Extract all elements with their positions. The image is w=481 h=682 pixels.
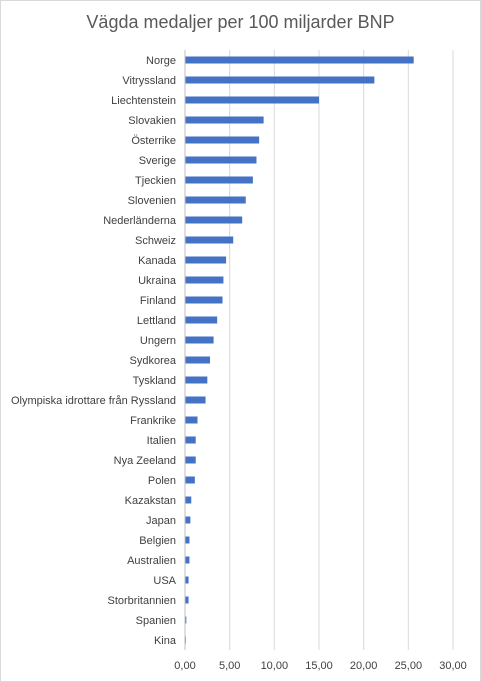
category-label: Finland xyxy=(140,295,176,307)
chart-title: Vägda medaljer per 100 miljarder BNP xyxy=(86,12,395,32)
bar xyxy=(185,436,196,444)
category-label: Tjeckien xyxy=(135,175,176,187)
x-tick-label: 0,00 xyxy=(174,660,195,672)
bar xyxy=(185,296,223,304)
bar xyxy=(185,216,243,224)
bar xyxy=(185,376,208,384)
category-label: Norge xyxy=(146,55,176,67)
category-label: Nederländerna xyxy=(103,215,177,227)
bar xyxy=(185,276,224,284)
category-label: Nya Zeeland xyxy=(114,455,176,467)
bar xyxy=(185,136,260,144)
x-tick-label: 15,00 xyxy=(305,660,333,672)
bar xyxy=(185,576,189,584)
category-label: Belgien xyxy=(139,535,176,547)
bar xyxy=(185,316,218,324)
x-tick-label: 30,00 xyxy=(439,660,467,672)
category-label: Polen xyxy=(148,475,176,487)
bar xyxy=(185,116,264,124)
category-label: Österrike xyxy=(131,135,176,147)
category-label: Slovenien xyxy=(128,195,176,207)
category-label: USA xyxy=(153,575,176,587)
bar xyxy=(185,536,190,544)
bar xyxy=(185,356,211,364)
bar xyxy=(185,96,319,104)
bar xyxy=(185,516,191,524)
category-label: Olympiska idrottare från Ryssland xyxy=(11,395,176,407)
bar xyxy=(185,496,192,504)
category-label: Storbritannien xyxy=(108,595,177,607)
bar xyxy=(185,596,189,604)
category-label: Vitryssland xyxy=(122,75,176,87)
bar xyxy=(185,56,414,64)
bar xyxy=(185,176,253,184)
category-label: Kina xyxy=(154,635,177,647)
bar xyxy=(185,236,234,244)
bar xyxy=(185,456,196,464)
bar xyxy=(185,476,195,484)
bar xyxy=(185,616,187,624)
bar xyxy=(185,556,190,564)
x-tick-label: 20,00 xyxy=(350,660,378,672)
category-label: Sverige xyxy=(139,155,176,167)
x-tick-label: 25,00 xyxy=(395,660,423,672)
category-label: Tyskland xyxy=(133,375,176,387)
bar xyxy=(185,336,214,344)
category-label: Kazakstan xyxy=(125,495,176,507)
category-label: Italien xyxy=(147,435,176,447)
category-label: Japan xyxy=(146,515,176,527)
category-label: Kanada xyxy=(138,255,177,267)
category-label: Lettland xyxy=(137,315,176,327)
category-label: Liechtenstein xyxy=(111,95,176,107)
category-label: Frankrike xyxy=(130,415,176,427)
bar xyxy=(185,396,206,404)
x-tick-label: 5,00 xyxy=(219,660,240,672)
category-label: Spanien xyxy=(136,615,176,627)
bar xyxy=(185,416,198,424)
bar xyxy=(185,156,257,164)
category-label: Ungern xyxy=(140,335,176,347)
bar xyxy=(185,256,227,264)
category-label: Australien xyxy=(127,555,176,567)
bar xyxy=(185,76,375,84)
category-label: Slovakien xyxy=(128,115,176,127)
category-label: Schweiz xyxy=(135,235,176,247)
category-label: Sydkorea xyxy=(130,355,177,367)
category-label: Ukraina xyxy=(138,275,177,287)
x-tick-label: 10,00 xyxy=(261,660,289,672)
bar xyxy=(185,196,246,204)
